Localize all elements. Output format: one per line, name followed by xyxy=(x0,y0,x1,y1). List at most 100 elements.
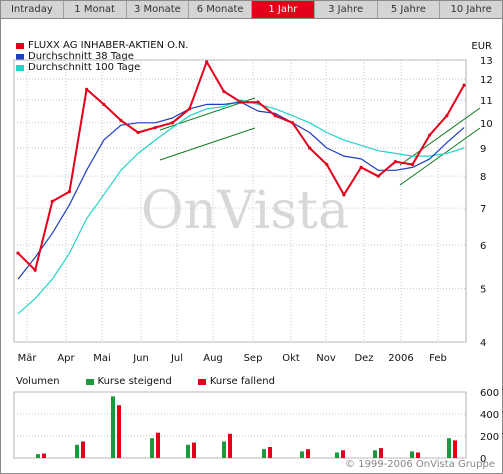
legend-label-price: FLUXX AG INHABER-AKTIEN O.N. xyxy=(28,40,189,51)
price-data-point xyxy=(222,89,226,94)
watermark-text: OnVista xyxy=(141,181,349,241)
tab-3-jahre[interactable]: 3 Jahre xyxy=(315,1,378,18)
month-tick-label: Mai xyxy=(93,353,111,364)
tab-intraday[interactable]: Intraday xyxy=(1,1,64,18)
price-data-point xyxy=(187,107,192,111)
price-data-point xyxy=(205,60,209,64)
volume-y-ticks: 0 200 T 400 T 600 T xyxy=(480,388,503,465)
volume-bar-up xyxy=(186,444,190,458)
volume-bar-up xyxy=(335,452,339,458)
timeframe-tabs: Intraday 1 Monat 3 Monate 6 Monate 1 Jah… xyxy=(1,1,502,19)
price-data-point xyxy=(445,114,449,118)
volume-bar-up xyxy=(36,454,40,458)
volume-bar-down xyxy=(341,450,345,458)
volume-y-tick-label: 200 T xyxy=(480,432,503,443)
month-tick-label: 2006 xyxy=(388,353,413,364)
month-tick-label: Sep xyxy=(244,353,263,364)
avg100-series-line xyxy=(17,99,465,315)
legend-label-avg38: Durchschnitt 38 Tage xyxy=(28,51,134,62)
month-tick-label: Mär xyxy=(18,353,38,364)
volume-title: Volumen xyxy=(16,376,60,387)
price-data-point xyxy=(153,126,157,130)
volume-swatch-up xyxy=(85,378,94,385)
volume-bar-down xyxy=(117,405,121,458)
price-y-tick-label: 11 xyxy=(480,96,493,107)
month-tick-label: Jun xyxy=(132,353,149,364)
volume-bar-up xyxy=(75,444,79,458)
volume-y-tick-label: 0 xyxy=(480,454,486,465)
volume-bar-up xyxy=(300,451,304,458)
price-data-point xyxy=(50,199,54,203)
volume-grid xyxy=(13,391,467,459)
price-y-tick-label: 10 xyxy=(480,119,493,130)
price-data-point xyxy=(102,102,106,106)
price-data-point xyxy=(273,114,277,118)
volume-bar-down xyxy=(228,433,232,458)
volume-header: Volumen Kurse steigend Kurse fallend xyxy=(16,376,275,387)
trend-channel-line xyxy=(159,127,256,161)
month-tick-label: Dez xyxy=(354,353,373,364)
price-y-tick-label: 12 xyxy=(480,75,493,86)
volume-bar-down xyxy=(306,449,310,458)
volume-bar-up xyxy=(111,396,115,458)
volume-bar-up xyxy=(410,451,414,458)
legend-swatch-price xyxy=(16,42,24,49)
legend-swatch-avg38 xyxy=(16,53,24,60)
tab-1-jahr[interactable]: 1 Jahr xyxy=(252,1,315,18)
month-tick-label: Jul xyxy=(170,353,183,364)
price-y-tick-label: 8 xyxy=(480,172,486,183)
price-data-point xyxy=(170,121,174,125)
price-data-point xyxy=(393,160,397,164)
volume-bars xyxy=(36,396,457,458)
copyright-text: © 1999-2006 OnVista Gruppe xyxy=(345,459,495,470)
volume-legend-up: Kurse steigend xyxy=(85,376,172,387)
legend-item-avg38: Durchschnitt 38 Tage xyxy=(16,51,188,62)
tab-6-monate[interactable]: 6 Monate xyxy=(189,1,252,18)
volume-bar-down xyxy=(453,440,457,458)
volume-label-up: Kurse steigend xyxy=(97,376,172,387)
chart-legend: FLUXX AG INHABER-AKTIEN O.N. Durchschnit… xyxy=(16,40,188,73)
price-data-point xyxy=(462,83,466,87)
price-data-point xyxy=(376,174,380,178)
tab-10-jahre[interactable]: 10 Jahre xyxy=(450,4,492,15)
price-data-point xyxy=(308,146,312,150)
price-data-point xyxy=(136,130,140,135)
price-y-tick-label: 9 xyxy=(480,144,486,155)
price-data-point xyxy=(359,165,363,169)
price-y-tick-label: 7 xyxy=(480,204,486,215)
volume-bar-down xyxy=(81,441,85,458)
price-series xyxy=(16,60,466,315)
volume-bar-down xyxy=(192,442,196,458)
month-tick-label: Okt xyxy=(282,353,300,364)
legend-label-avg100: Durchschnitt 100 Tage xyxy=(28,62,141,73)
price-y-tick-label: 6 xyxy=(480,241,486,252)
volume-bar-down xyxy=(42,453,46,458)
volume-bar-up xyxy=(150,438,154,458)
volume-bar-up xyxy=(262,449,266,458)
price-data-point xyxy=(33,268,37,272)
trend-channel-line xyxy=(399,127,481,186)
tab-5-jahre[interactable]: 5 Jahre xyxy=(378,1,441,18)
price-data-point xyxy=(325,162,329,167)
volume-bar-down xyxy=(156,432,160,458)
month-tick-label: Nov xyxy=(316,353,336,364)
volume-y-tick-label: 600 T xyxy=(480,388,503,399)
volume-bar-up xyxy=(222,441,226,458)
price-data-point xyxy=(119,118,123,122)
price-data-point xyxy=(342,193,346,197)
price-data-point xyxy=(67,190,72,194)
price-grid xyxy=(13,59,467,343)
month-tick-label: Apr xyxy=(57,353,75,364)
price-data-point xyxy=(16,251,20,255)
month-tick-label: Aug xyxy=(203,353,223,364)
price-y-tick-label: 5 xyxy=(480,285,486,296)
tab-3-monate[interactable]: 3 Monate xyxy=(127,1,190,18)
price-data-point xyxy=(410,162,415,167)
tab-1-monat[interactable]: 1 Monat xyxy=(64,1,127,18)
volume-bar-down xyxy=(379,448,383,458)
legend-item-avg100: Durchschnitt 100 Tage xyxy=(16,62,188,73)
price-y-ticks: 4 5 6 7 8 9 10 11 12 13 xyxy=(480,56,493,349)
price-data-point xyxy=(85,87,89,91)
price-data-point xyxy=(256,100,260,104)
